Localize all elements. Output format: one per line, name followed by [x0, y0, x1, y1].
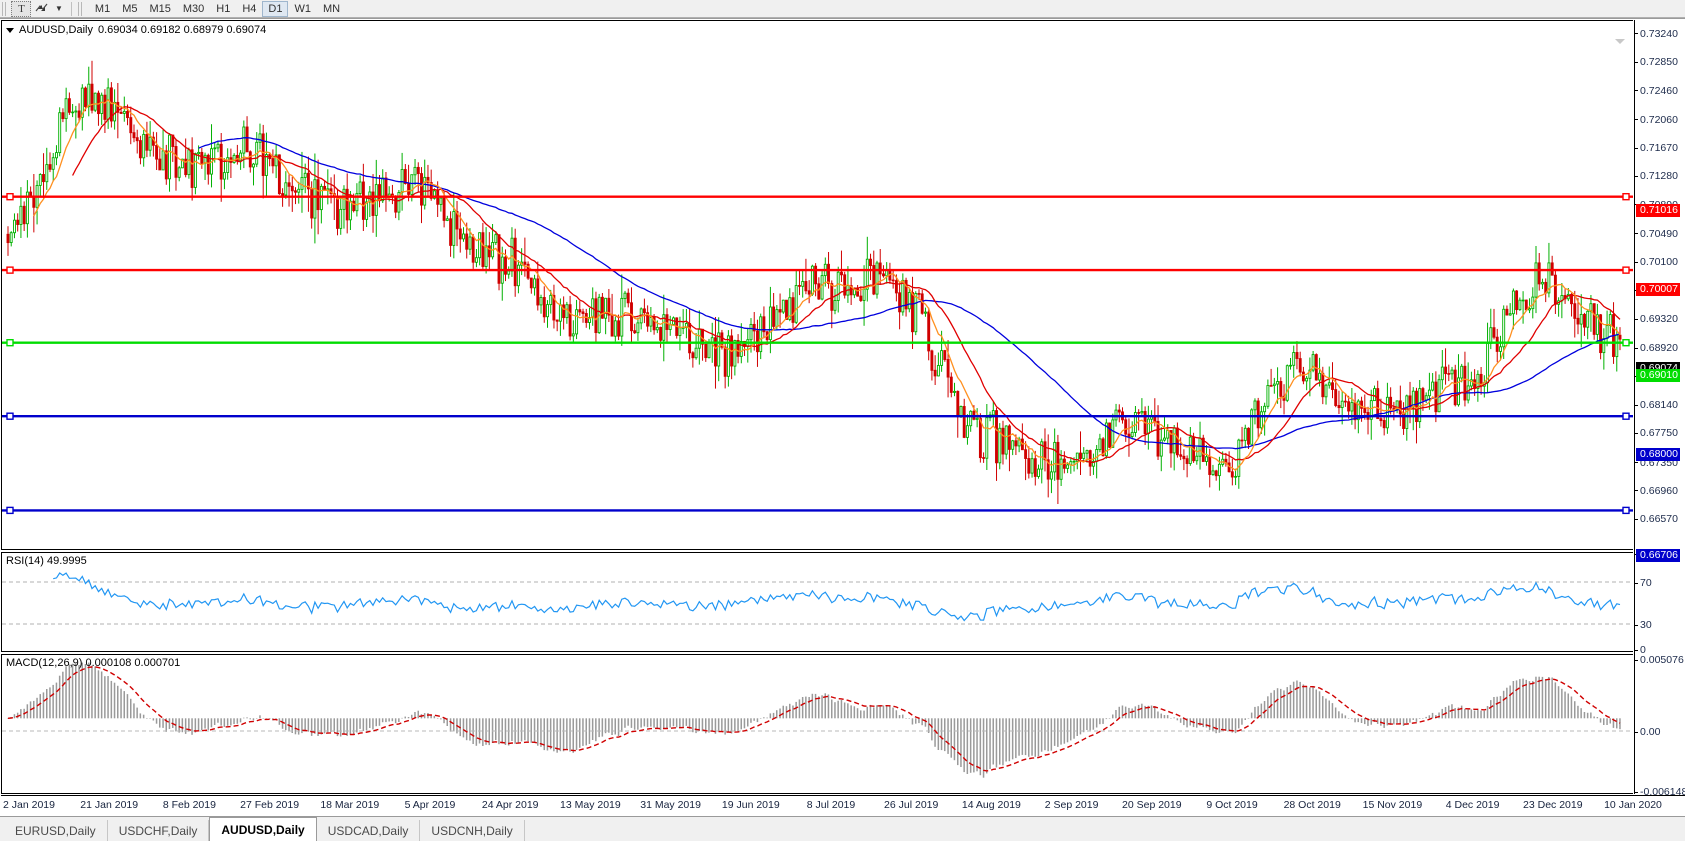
price-chart-canvas: [2, 60, 1633, 515]
date-tick: 15 Nov 2019: [1362, 799, 1423, 811]
chart-tab-bar: EURUSD,Daily USDCHF,Daily AUDUSD,Daily USDC…: [0, 816, 1685, 841]
date-tick: 18 Mar 2019: [320, 799, 380, 811]
rsi-tick: 70: [1635, 577, 1685, 589]
chart-tab-usdcnh[interactable]: USDCNH,Daily: [420, 820, 525, 841]
date-tick: 9 Oct 2019: [1206, 799, 1258, 811]
price-tick: 0.72460: [1635, 85, 1685, 97]
price-chart-panel[interactable]: AUDUSD,Daily 0.69034 0.69182 0.68979 0.6…: [1, 20, 1633, 550]
price-tick: 0.68920: [1635, 342, 1685, 354]
chart-area[interactable]: AUDUSD,Daily 0.69034 0.69182 0.68979 0.6…: [0, 18, 1685, 815]
date-tick: 8 Jul 2019: [806, 799, 856, 811]
rsi-canvas: [2, 572, 1633, 625]
price-marker-green[interactable]: 0.69010: [1636, 369, 1680, 382]
date-tick: 2 Jan 2019: [3, 799, 55, 811]
toolbar-dropdown-icon[interactable]: ▼: [55, 3, 63, 13]
timeframe-group: M1 M5 M15 M30 H1 H4 D1 W1 MN: [89, 0, 346, 17]
date-tick: 8 Feb 2019: [162, 799, 216, 811]
date-axis[interactable]: 2 Jan 2019 21 Jan 2019 8 Feb 2019 27 Feb 20…: [1, 795, 1685, 815]
price-marker-blue[interactable]: 0.68000: [1636, 448, 1680, 461]
chart-tab-usdcad[interactable]: USDCAD,Daily: [316, 820, 421, 841]
ohlc-values: 0.69034 0.69182 0.68979 0.69074: [97, 24, 267, 36]
date-tick: 4 Dec 2019: [1445, 799, 1500, 811]
main-toolbar: T ▼ M1 M5 M15 M30 H1 H4 D1 W1 MN: [0, 0, 1685, 18]
chart-tab-audusd[interactable]: AUDUSD,Daily: [209, 817, 317, 841]
date-tick: 10 Jan 2020: [1604, 799, 1662, 811]
symbol-header: AUDUSD,Daily 0.69034 0.69182 0.68979 0.6…: [6, 24, 266, 36]
price-tick: 0.73240: [1635, 28, 1685, 40]
price-tick: 0.72060: [1635, 114, 1685, 126]
price-tick: 0.69320: [1635, 313, 1685, 325]
timeframe-d1[interactable]: D1: [262, 0, 289, 17]
price-tick: 0.66960: [1635, 485, 1685, 497]
chart-tab-usdchf[interactable]: USDCHF,Daily: [107, 820, 210, 841]
macd-tick: 0.005076: [1635, 654, 1685, 666]
scroll-marker-icon: [1615, 39, 1625, 44]
date-tick: 2 Sep 2019: [1044, 799, 1099, 811]
date-tick: 24 Apr 2019: [481, 799, 539, 811]
chart-tab-eurusd[interactable]: EURUSD,Daily: [4, 820, 108, 841]
macd-canvas: [2, 662, 1633, 778]
price-tick: 0.70490: [1635, 228, 1685, 240]
date-tick: 26 Jul 2019: [884, 799, 939, 811]
timeframe-m30[interactable]: M30: [182, 2, 205, 15]
svg-text:T: T: [18, 3, 25, 15]
timeframe-mn[interactable]: MN: [322, 2, 341, 15]
date-tick: 27 Feb 2019: [240, 799, 300, 811]
timeframe-h4[interactable]: H4: [242, 2, 257, 15]
timeframe-m15[interactable]: M15: [149, 2, 171, 15]
timeframe-w1[interactable]: W1: [294, 2, 311, 15]
price-tick: 0.71280: [1635, 170, 1685, 182]
timeframe-grip[interactable]: [77, 1, 84, 16]
price-axis[interactable]: 0.73240 0.72850 0.72460 0.72060 0.71670 0.712…: [1634, 20, 1685, 798]
date-tick: 19 Jun 2019: [721, 799, 780, 811]
macd-panel[interactable]: MACD(12,26,9) 0.000108 0.000701: [1, 654, 1633, 794]
toolbar-separator: [70, 1, 72, 16]
price-marker-red[interactable]: 0.70007: [1636, 283, 1680, 296]
chart-menu-caret-icon[interactable]: [6, 27, 14, 33]
macd-label: MACD(12,26,9) 0.000108 0.000701: [6, 657, 181, 669]
rsi-panel[interactable]: RSI(14) 49.9995: [1, 552, 1633, 652]
date-tick: 23 Dec 2019: [1523, 799, 1583, 811]
rsi-label: RSI(14) 49.9995: [6, 555, 87, 567]
date-tick: 20 Sep 2019: [1122, 799, 1182, 811]
price-marker-blue[interactable]: 0.66706: [1636, 549, 1680, 562]
price-tick: 0.72850: [1635, 56, 1685, 68]
date-tick: 5 Apr 2019: [404, 799, 456, 811]
macd-tick: 0.00: [1635, 726, 1685, 738]
price-tick: 0.66570: [1635, 513, 1685, 525]
date-tick: 14 Aug 2019: [961, 799, 1021, 811]
symbol-label: AUDUSD,Daily: [19, 24, 93, 36]
date-tick: 13 May 2019: [560, 799, 621, 811]
timeframe-m1[interactable]: M1: [94, 2, 111, 15]
price-tick: 0.67750: [1635, 427, 1685, 439]
date-tick: 28 Oct 2019: [1283, 799, 1341, 811]
price-tick: 0.71670: [1635, 142, 1685, 154]
timeframe-m5[interactable]: M5: [122, 2, 138, 15]
rsi-tick: 0: [1635, 644, 1685, 656]
price-tick: 0.68140: [1635, 399, 1685, 411]
date-tick: 31 May 2019: [640, 799, 701, 811]
timeframe-h1[interactable]: H1: [216, 2, 231, 15]
date-tick: 21 Jan 2019: [80, 799, 139, 811]
toolbar-grip[interactable]: [2, 1, 8, 16]
indicators-icon[interactable]: [31, 1, 51, 17]
price-marker-red[interactable]: 0.71016: [1636, 204, 1680, 217]
text-tool-icon[interactable]: T: [11, 0, 31, 17]
rsi-tick: 30: [1635, 619, 1685, 631]
price-tick: 0.70100: [1635, 256, 1685, 268]
